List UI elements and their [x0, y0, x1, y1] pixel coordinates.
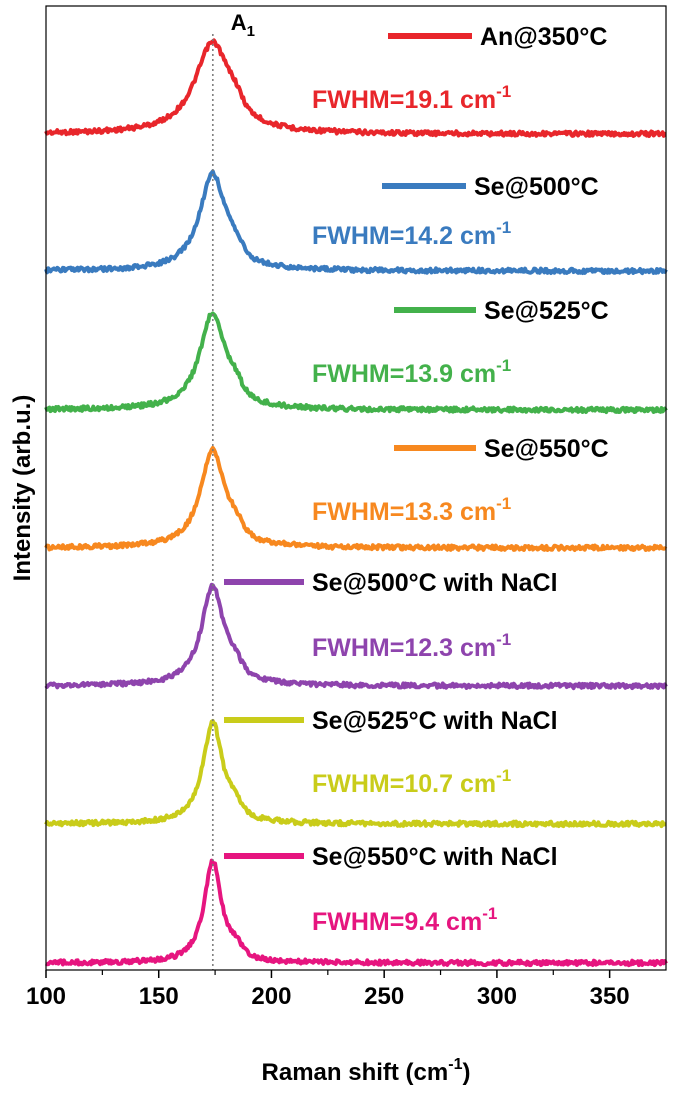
fwhm-label: FWHM=10.7 cm-1: [312, 766, 511, 798]
x-axis-ticks: 100 150 200 250 300 350: [26, 970, 630, 1010]
fwhm-annotations: FWHM=19.1 cm-1 FWHM=14.2 cm-1 FWHM=13.9 cm…: [312, 82, 511, 936]
x-tick-label: 150: [139, 983, 179, 1010]
fwhm-label: FWHM=12.3 cm-1: [312, 630, 511, 662]
legend-label: Se@550°C with NaCl: [312, 843, 558, 871]
spectrum-line: [44, 719, 667, 829]
spectrum-line: [44, 38, 667, 138]
x-axis-label: Raman shift (cm-1): [262, 1056, 471, 1086]
legend-label: An@350°C: [480, 23, 607, 51]
fwhm-label: FWHM=19.1 cm-1: [312, 82, 511, 114]
spectra-traces: [44, 38, 668, 968]
legend-label: Se@525°C: [484, 297, 609, 325]
x-tick-label: 200: [251, 983, 291, 1010]
legend: An@350°C Se@500°C Se@525°C Se@550°C Se@500°C…: [224, 23, 609, 871]
spectrum-line: [44, 311, 668, 415]
spectrum-line: [44, 445, 668, 552]
legend-label: Se@500°C: [474, 173, 599, 201]
x-tick-label: 100: [26, 983, 66, 1010]
plot-frame: [45, 5, 667, 971]
spectrum-line: [44, 582, 668, 691]
legend-label: Se@550°C: [484, 435, 609, 463]
fwhm-label: FWHM=13.3 cm-1: [312, 494, 511, 526]
x-tick-label: 250: [364, 983, 404, 1010]
legend-label: Se@500°C with NaCl: [312, 569, 558, 597]
spectrum-line: [44, 858, 668, 968]
fwhm-label: FWHM=14.2 cm-1: [312, 218, 511, 250]
y-axis-label: Intensity (arb.u.): [9, 395, 36, 582]
x-tick-label: 350: [590, 983, 630, 1010]
spectrum-line: [44, 169, 668, 276]
fwhm-label: FWHM=13.9 cm-1: [312, 356, 511, 388]
legend-label: Se@525°C with NaCl: [312, 707, 558, 735]
peak-marker-label: A1: [231, 10, 255, 40]
x-tick-label: 300: [477, 983, 517, 1010]
fwhm-label: FWHM=9.4 cm-1: [312, 904, 497, 936]
